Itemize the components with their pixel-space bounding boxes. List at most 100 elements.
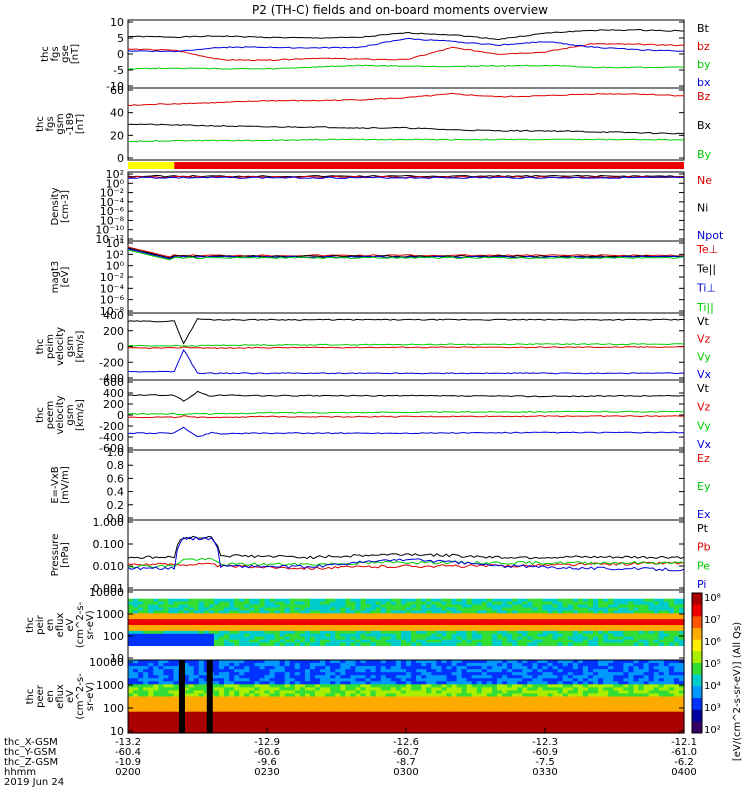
svg-text:eV: eV xyxy=(65,690,76,703)
xaxis-row-label: thc_Y-GSM xyxy=(4,747,56,758)
temperature-trace xyxy=(127,249,685,261)
peer-spectrogram-ytick: 10 xyxy=(110,725,124,738)
fgs-gsm-ytick: 20 xyxy=(110,129,124,142)
svg-text:thc: thc xyxy=(35,407,46,423)
density-ylabel: Density [cm-3] xyxy=(50,187,71,225)
xaxis-value: 0200 xyxy=(115,767,140,778)
temperature-trace xyxy=(127,246,685,258)
fgs-gse-ytick: 0 xyxy=(117,48,124,61)
colorbar-tick: 10² xyxy=(704,725,721,736)
xaxis-value: -12.6 xyxy=(393,737,419,748)
peer-spectrogram-ytick: 100 xyxy=(103,702,124,715)
peim-velocity-series-Vz xyxy=(127,346,685,350)
colorbar-tick: 10⁸ xyxy=(704,593,721,604)
colorbar: 10⁸ 10⁷ 10⁶ 10⁵ 10⁴ 10³ 10² [eV/(cm^2-s-sr-eV)]… xyxy=(691,592,743,761)
temperature-ytick: 10⁻⁸ xyxy=(100,305,125,318)
svg-text:[km/s]: [km/s] xyxy=(75,399,86,431)
svg-text:sr-eV): sr-eV) xyxy=(85,610,96,639)
fgs-gse-series-bz xyxy=(127,43,685,62)
colorbar-label: [eV/(cm^2-s-sr-eV)] (All Qs) xyxy=(732,622,743,761)
xaxis-value: -60.6 xyxy=(254,747,280,758)
peem-velocity-series-Vt xyxy=(127,390,685,402)
efield-legend-Ez: Ez xyxy=(697,452,710,465)
colorbar-tick: 10⁴ xyxy=(704,681,721,692)
efield-ytick: 0.6 xyxy=(107,472,125,485)
fgs-gsm-ytick: 0 xyxy=(117,152,124,165)
fgs-gsm-ytick: 60 xyxy=(110,84,124,97)
peem-velocity-ylabel: thc peem velocity gsm [km/s] xyxy=(35,395,86,434)
peir-spectrogram-image xyxy=(128,598,685,647)
peem-velocity-legend-Vz: Vz xyxy=(697,401,711,414)
pressure-series-Pt xyxy=(127,535,685,560)
fgs-gse-ytick: 5 xyxy=(117,32,124,45)
peir-spectrogram-ytick: 100 xyxy=(103,630,124,643)
fgs-gsm-legend-Bz: Bz xyxy=(697,90,711,103)
colorbar-tick: 10³ xyxy=(704,703,721,714)
efield-ytick: 1.0 xyxy=(107,446,125,459)
svg-text:[cm-3]: [cm-3] xyxy=(60,190,71,223)
peim-velocity-ytick: 200 xyxy=(103,325,124,338)
xaxis-value: -12.1 xyxy=(671,737,697,748)
colorbar-tick: 10⁷ xyxy=(704,615,721,626)
svg-text:magt3: magt3 xyxy=(50,261,61,294)
svg-text:Pressure: Pressure xyxy=(50,534,61,577)
svg-text:en: en xyxy=(45,690,56,703)
svg-text:sr-eV): sr-eV) xyxy=(85,682,96,711)
svg-text:eflux: eflux xyxy=(55,613,66,638)
svg-text:[nT]: [nT] xyxy=(70,44,81,64)
panel-pressure: 1.000 0.100 0.010 0.001 Pressure [nPa] Pt Pb Pe P… xyxy=(50,516,711,595)
peim-velocity-ytick: 0 xyxy=(117,341,124,354)
svg-text:thc: thc xyxy=(25,617,36,633)
pressure-ytick: 0.001 xyxy=(93,582,125,595)
peem-velocity-ytick: -600 xyxy=(99,442,124,455)
peim-velocity-legend-Vy: Vy xyxy=(697,350,711,363)
temperature-ytick: 10⁻⁶ xyxy=(100,294,125,307)
density-ytick: 10⁻¹⁰ xyxy=(95,224,124,237)
svg-text:E=-VxB: E=-VxB xyxy=(50,466,61,503)
peim-velocity-legend-Vz: Vz xyxy=(697,333,711,346)
efield-ytick: 0.2 xyxy=(107,499,125,512)
peim-velocity-series-Vx xyxy=(127,348,685,375)
peim-velocity-ytick: -400 xyxy=(99,372,124,385)
peim-velocity-ytick: -200 xyxy=(99,356,124,369)
svg-text:en: en xyxy=(45,619,56,632)
mode-bar-fast xyxy=(174,162,685,169)
density-ytick: 10⁻⁴ xyxy=(100,196,125,209)
peim-velocity-series-Vt xyxy=(127,318,685,345)
panel-fgs-gsm: 60 40 20 0 thc fgs gsm -189 [nT] Bz Bx By xyxy=(35,84,712,165)
peem-velocity-series-Vx xyxy=(127,426,685,438)
xaxis-value: -8.7 xyxy=(396,757,416,768)
peir-spectrogram-ylabel: thc peir en eflux eV (cm^2-s-sr-eV) xyxy=(25,601,96,648)
xaxis-value: -60.7 xyxy=(393,747,419,758)
svg-text:peem: peem xyxy=(45,401,56,429)
temperature-ytick: 10⁴ xyxy=(106,237,125,250)
peir-spectrogram-ytick: 10000 xyxy=(89,586,124,599)
svg-text:fgs: fgs xyxy=(50,46,61,61)
peem-velocity-ytick: -200 xyxy=(99,420,124,433)
svg-text:gsm: gsm xyxy=(65,404,76,425)
xaxis-value: -10.9 xyxy=(115,757,141,768)
fgs-gse-legend-bz: bz xyxy=(697,40,710,53)
density-trace xyxy=(127,175,685,179)
peim-velocity-ylabel: thc peim velocity gsm [km/s] xyxy=(35,327,86,366)
fgs-gse-ytick: 10 xyxy=(110,16,124,29)
panel-efield: 1.00.80.60.40.20.0 E=-VxB [mV/m] Ez Ey Ex xyxy=(50,446,711,525)
peem-velocity-ytick: -400 xyxy=(99,431,124,444)
temperature-legend-Ti⊥: Ti⊥ xyxy=(696,282,716,295)
density-legend-Npot: Npot xyxy=(697,229,724,242)
pressure-series-Pi xyxy=(127,536,685,572)
svg-text:gsm: gsm xyxy=(65,336,76,357)
fgs-gsm-legend-Bx: Bx xyxy=(697,119,712,132)
peem-velocity-legend-Vx: Vx xyxy=(697,438,712,451)
xaxis-value: -60.4 xyxy=(115,747,141,758)
fgs-gse-ytick: -5 xyxy=(113,64,124,77)
fgs-gse-ytick: -10 xyxy=(106,80,124,93)
svg-text:gse: gse xyxy=(60,45,71,63)
density-ytick: 10⁰ xyxy=(106,177,125,190)
xaxis-value: -12.9 xyxy=(254,737,280,748)
fgs-gse-series-bx xyxy=(127,37,684,53)
svg-text:eV: eV xyxy=(65,618,76,631)
plot-title: P2 (TH-C) fields and on-board moments ov… xyxy=(252,3,548,17)
xaxis-value: -6.2 xyxy=(674,757,694,768)
